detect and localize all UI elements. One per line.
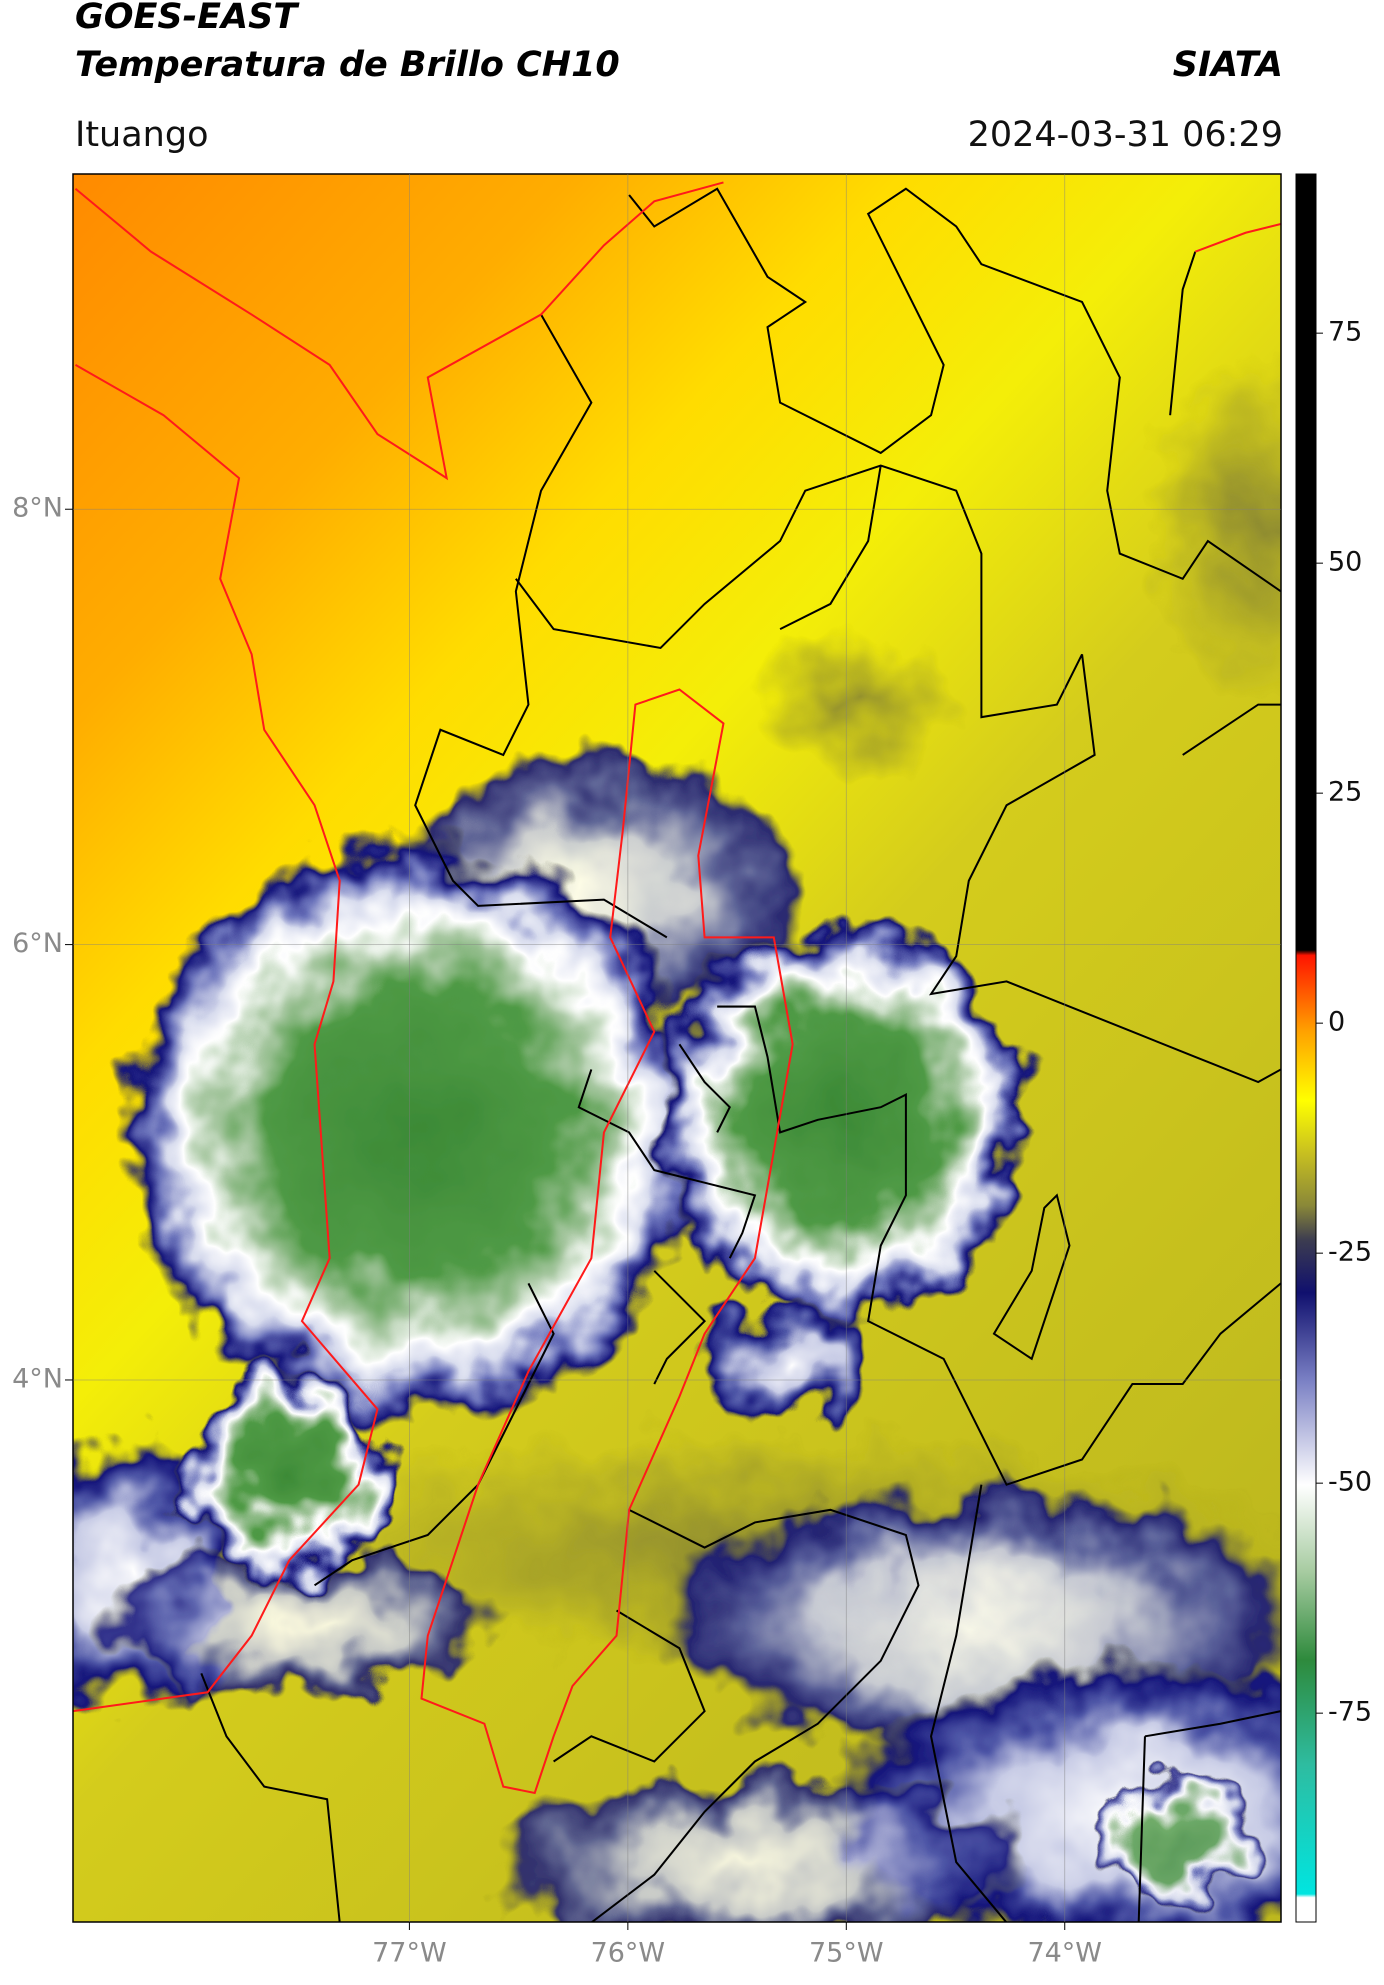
satellite-image — [73, 174, 1281, 1922]
lon-label: 77°W — [372, 1938, 447, 1969]
colorbar-label: 25 — [1328, 777, 1362, 808]
agency: SIATA — [1173, 45, 1283, 85]
satellite-title: GOES-EAST — [75, 0, 300, 37]
lon-label: 76°W — [591, 1938, 666, 1969]
lon-label: 74°W — [1027, 1938, 1102, 1969]
product-title: Temperatura de Brillo CH10 — [75, 45, 620, 85]
lat-label: 6°N — [12, 928, 63, 959]
colorbar-label: -50 — [1328, 1467, 1372, 1498]
colorbar-label: 0 — [1328, 1007, 1345, 1038]
lon-label: 75°W — [809, 1938, 884, 1969]
datetime: 2024-03-31 06:29 — [968, 115, 1283, 155]
lat-label: 8°N — [12, 493, 63, 524]
location: Ituango — [75, 115, 209, 155]
colorbar-label: 50 — [1328, 547, 1362, 578]
lat-label: 4°N — [12, 1363, 63, 1394]
colorbar — [1295, 173, 1317, 1923]
colorbar-label: -25 — [1328, 1237, 1372, 1268]
colorbar-label: -75 — [1328, 1697, 1372, 1728]
map-frame — [72, 173, 1282, 1923]
colorbar-label: 75 — [1328, 317, 1362, 348]
